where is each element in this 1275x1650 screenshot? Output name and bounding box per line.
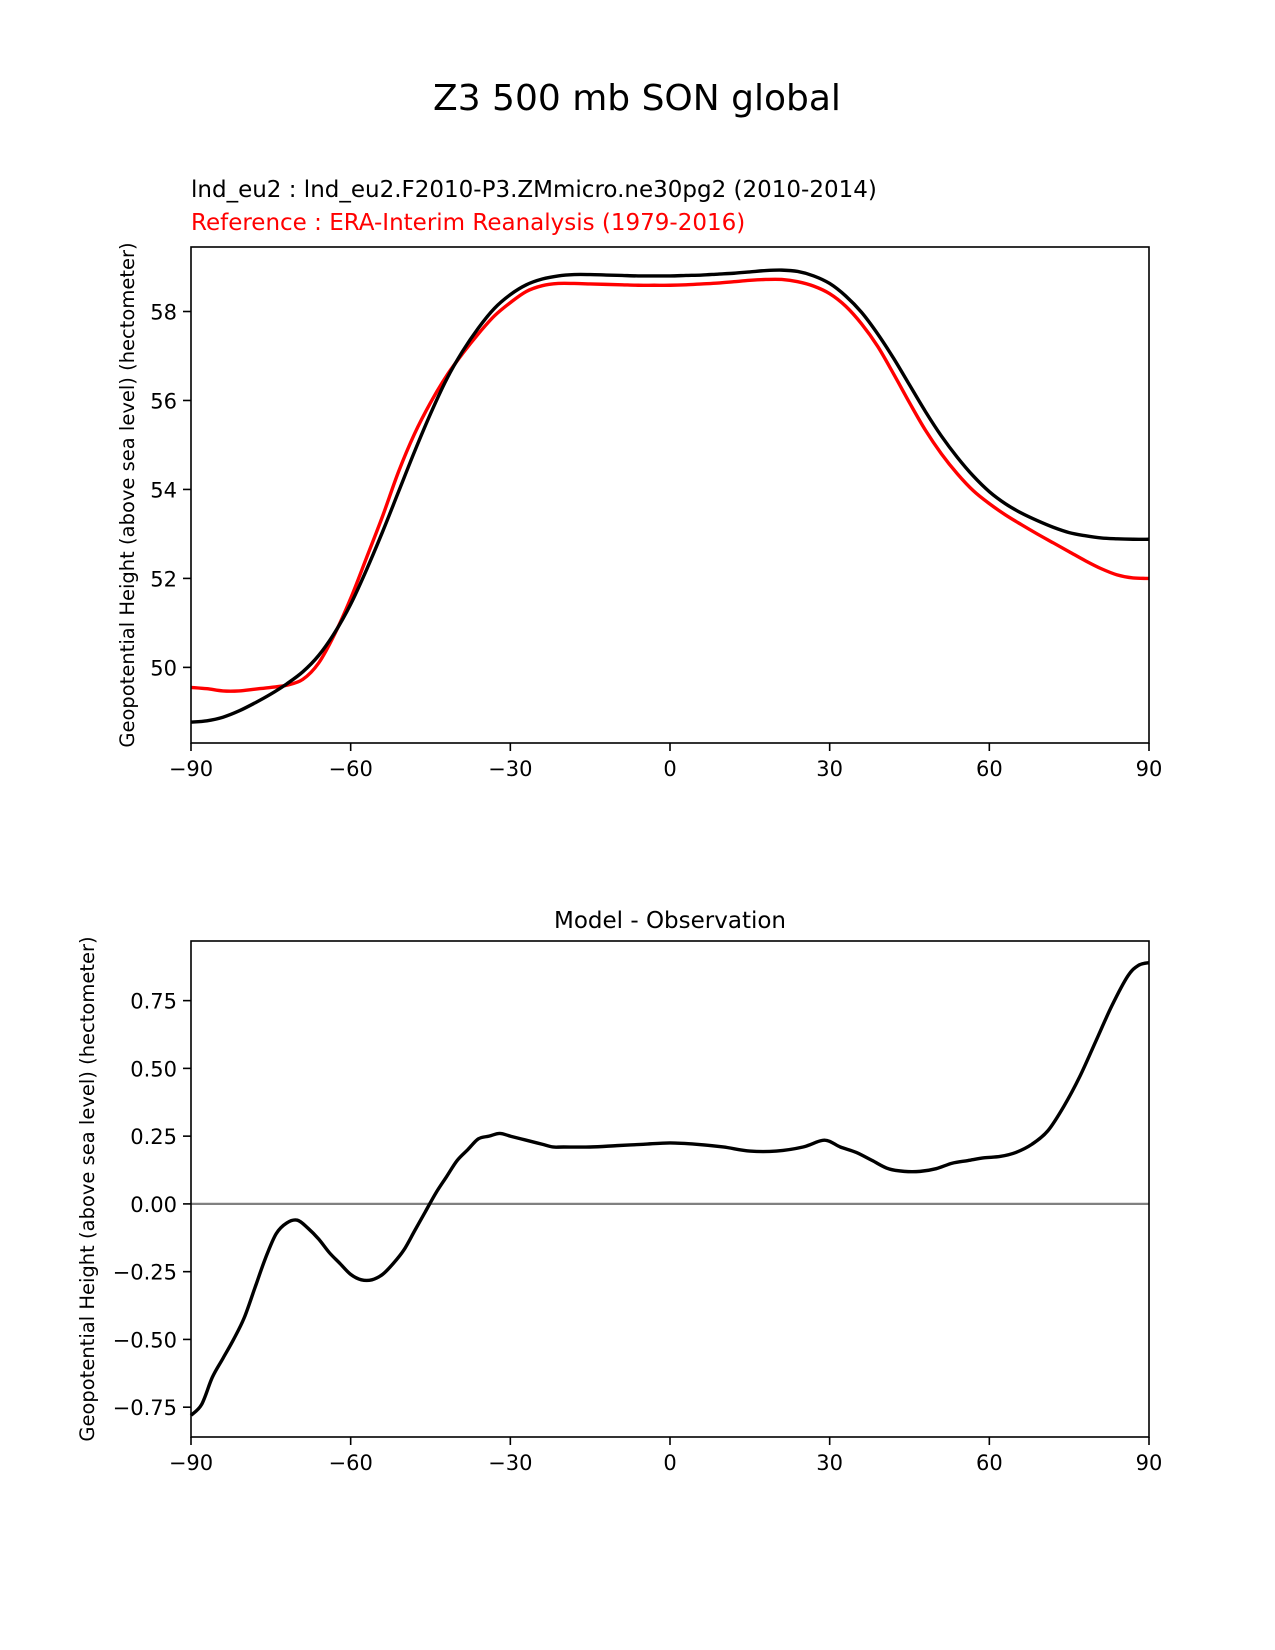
bottom-x-tick-label: −60 <box>329 1451 373 1475</box>
top-y-tick-label: 56 <box>150 389 177 413</box>
bottom-panel: Model - Observation Geopotential Height … <box>76 908 1162 1475</box>
bottom-y-tick-label: 0.75 <box>130 990 177 1014</box>
top-x-tick-label: −90 <box>169 757 213 781</box>
bottom-y-tick-label: 0.00 <box>130 1193 177 1217</box>
top-x-tick-label: −60 <box>329 757 373 781</box>
bottom-x-tick-label: 60 <box>976 1451 1003 1475</box>
bottom-title: Model - Observation <box>554 908 786 934</box>
top-y-tick-label: 54 <box>150 478 177 502</box>
top-y-tick-label: 58 <box>150 301 177 325</box>
top-series-line-era-interim <box>190 277 1150 693</box>
bottom-x-tick-label: 0 <box>663 1451 676 1475</box>
bottom-axes-frame <box>190 940 1150 1438</box>
top-x-tick-label: 90 <box>1136 757 1163 781</box>
top-reference-label: Reference : ERA-Interim Reanalysis (1979… <box>191 210 745 236</box>
bottom-y-tick-label: −0.75 <box>113 1396 177 1420</box>
top-test-label: lnd_eu2 : lnd_eu2.F2010-P3.ZMmicro.ne30p… <box>191 177 877 203</box>
bottom-x-tick-label: 90 <box>1136 1451 1163 1475</box>
top-y-axis-label: Geopotential Height (above sea level) (h… <box>116 242 139 747</box>
bottom-x-tick-label: −90 <box>169 1451 213 1475</box>
bottom-plot-area: −90 −60 −30 0 30 60 90 −0.75 −0.50 −0.25 0.00 0.25 0… <box>113 961 1163 1475</box>
bottom-x-tick-label: −30 <box>488 1451 532 1475</box>
bottom-y-tick-label: −0.50 <box>113 1328 177 1352</box>
top-x-tick-label: −30 <box>488 757 532 781</box>
top-y-tick-label: 52 <box>150 567 177 591</box>
top-panel: lnd_eu2 : lnd_eu2.F2010-P3.ZMmicro.ne30p… <box>116 177 1162 781</box>
top-x-tick-label: 60 <box>976 757 1003 781</box>
top-x-tick-label: 30 <box>816 757 843 781</box>
figure-suptitle: Z3 500 mb SON global <box>433 78 841 119</box>
bottom-y-tick-label: 0.50 <box>130 1057 177 1081</box>
bottom-x-tick-label: 30 <box>816 1451 843 1475</box>
bottom-y-tick-label: −0.25 <box>113 1261 177 1285</box>
bottom-y-tick-label: 0.25 <box>130 1125 177 1149</box>
bottom-y-axis-label: Geopotential Height (above sea level) (h… <box>76 936 99 1441</box>
top-plot-area: −90 −60 −30 0 30 60 90 50 52 54 56 58 <box>150 268 1163 781</box>
top-series-line-lnd-eu2 <box>190 268 1150 724</box>
bottom-series-line-model-observation <box>189 961 1150 1417</box>
top-x-tick-label: 0 <box>663 757 676 781</box>
top-y-tick-label: 50 <box>150 656 177 680</box>
top-axes-frame <box>190 246 1150 744</box>
